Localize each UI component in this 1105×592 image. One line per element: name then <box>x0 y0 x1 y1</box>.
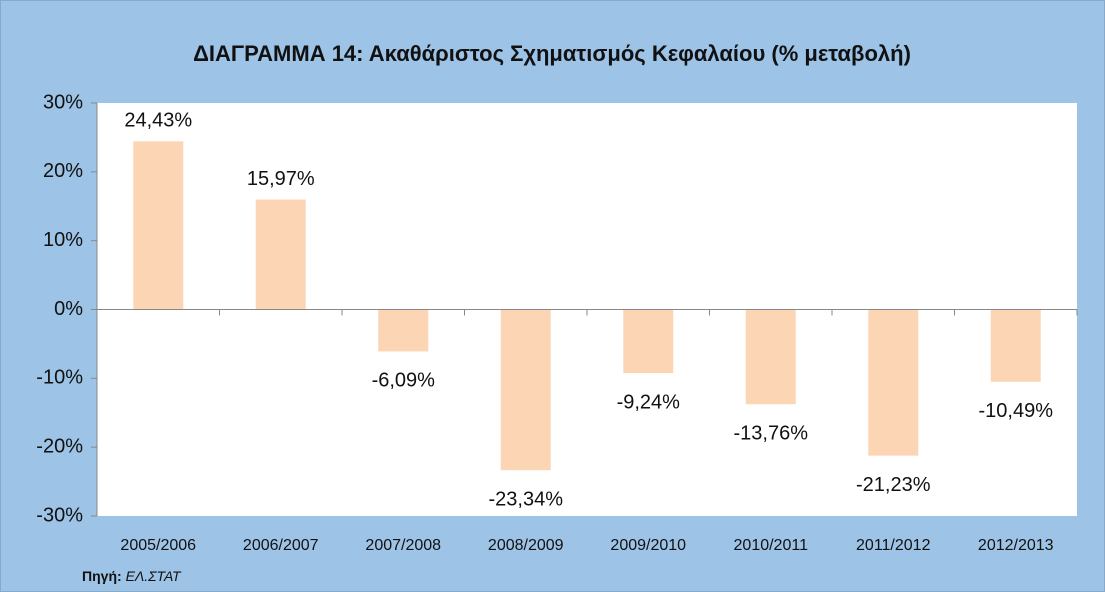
y-tick-label: -30% <box>36 504 83 526</box>
y-tick-label: -20% <box>36 435 83 457</box>
x-tick-label: 2012/2013 <box>978 537 1054 554</box>
x-tick-label: 2011/2012 <box>856 537 931 554</box>
y-tick-label: 10% <box>43 229 83 251</box>
value-label: -23,34% <box>489 488 564 510</box>
value-label: 15,97% <box>247 168 315 190</box>
bar <box>378 309 429 352</box>
value-label: -6,09% <box>372 370 436 392</box>
x-tick-label: 2010/2011 <box>734 537 809 554</box>
bar <box>990 309 1041 382</box>
chart-title: ΔΙΑΓΡΑΜΜΑ 14: Ακαθάριστος Σχηματισμός Κε… <box>193 41 911 66</box>
y-tick-label: 30% <box>43 91 83 113</box>
bar <box>623 309 674 374</box>
x-tick-label: 2006/2007 <box>243 537 319 554</box>
y-tick-label: 20% <box>43 160 83 182</box>
value-label: -9,24% <box>617 391 681 413</box>
bar <box>133 141 184 310</box>
value-label: 24,43% <box>124 110 192 132</box>
bar <box>868 309 919 456</box>
value-label: -13,76% <box>734 422 809 444</box>
value-label: -10,49% <box>979 400 1054 422</box>
bar <box>255 199 306 310</box>
x-tick-label: 2008/2009 <box>488 537 564 554</box>
bar <box>745 309 796 405</box>
value-label: -21,23% <box>856 474 931 496</box>
x-tick-label: 2007/2008 <box>365 537 441 554</box>
x-tick-label: 2005/2006 <box>120 537 196 554</box>
source-label: Πηγή: <box>82 568 122 584</box>
y-tick-label: 0% <box>54 298 83 320</box>
source: Πηγή: ΕΛ.ΣΤΑΤ <box>82 568 182 584</box>
y-tick-label: -10% <box>36 367 83 389</box>
x-tick-label: 2009/2010 <box>610 537 686 554</box>
source-text: ΕΛ.ΣΤΑΤ <box>126 568 182 584</box>
bar <box>500 309 551 471</box>
